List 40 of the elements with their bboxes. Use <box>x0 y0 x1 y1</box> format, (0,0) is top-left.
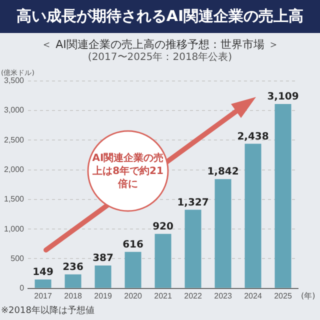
data-label: 1,327 <box>177 197 209 208</box>
x-tick-label: 2020 <box>124 291 142 300</box>
y-tick-label: 0 <box>20 284 25 293</box>
x-tick-label: 2017 <box>34 291 52 300</box>
y-tick-label: 3,500 <box>4 76 25 86</box>
x-axis-title: (年) <box>301 291 316 300</box>
bar <box>274 104 292 288</box>
data-label: 920 <box>152 221 174 232</box>
data-label: 1,842 <box>207 166 239 178</box>
data-label: 236 <box>62 262 84 273</box>
data-label: 387 <box>92 253 114 264</box>
bar <box>94 265 112 288</box>
x-tick-label: 2025 <box>274 291 292 300</box>
x-tick-label: 2021 <box>154 291 172 300</box>
y-tick-label: 2,000 <box>4 164 25 174</box>
data-label: 616 <box>122 239 144 250</box>
x-tick-label: 2019 <box>94 291 112 300</box>
x-tick-label: 2024 <box>244 291 262 300</box>
y-tick-label: 500 <box>10 254 25 263</box>
data-label: 3,109 <box>267 92 299 103</box>
x-tick-label: 2022 <box>184 291 202 300</box>
bar <box>64 274 82 288</box>
chart-subtitle: ＜ AI関連企業の売上高の推移予想：世界市場 ＞ (2017〜2025年：2018年公表) <box>40 38 280 64</box>
bar <box>184 210 202 288</box>
data-label: 149 <box>32 267 54 278</box>
annotation: AI関連企業の売上は8年で約21倍に <box>91 152 165 192</box>
bar <box>214 179 232 288</box>
y-tick-label: 1,500 <box>4 194 25 204</box>
bar <box>154 234 172 288</box>
y-tick-label: 1,000 <box>4 224 25 234</box>
bar <box>244 144 262 288</box>
x-tick-label: 2018 <box>64 291 82 300</box>
data-label: 2,438 <box>237 131 269 142</box>
y-tick-label: 3,000 <box>4 106 25 115</box>
bar <box>34 280 52 288</box>
chart-title: 高い成長が期待されるAI関連企業の売上高 <box>0 0 320 33</box>
x-tick-label: 2023 <box>214 291 232 300</box>
bar <box>124 252 142 288</box>
text: ※2018年以降は予想値 <box>1 304 94 317</box>
y-tick-label: 2,500 <box>4 135 25 144</box>
